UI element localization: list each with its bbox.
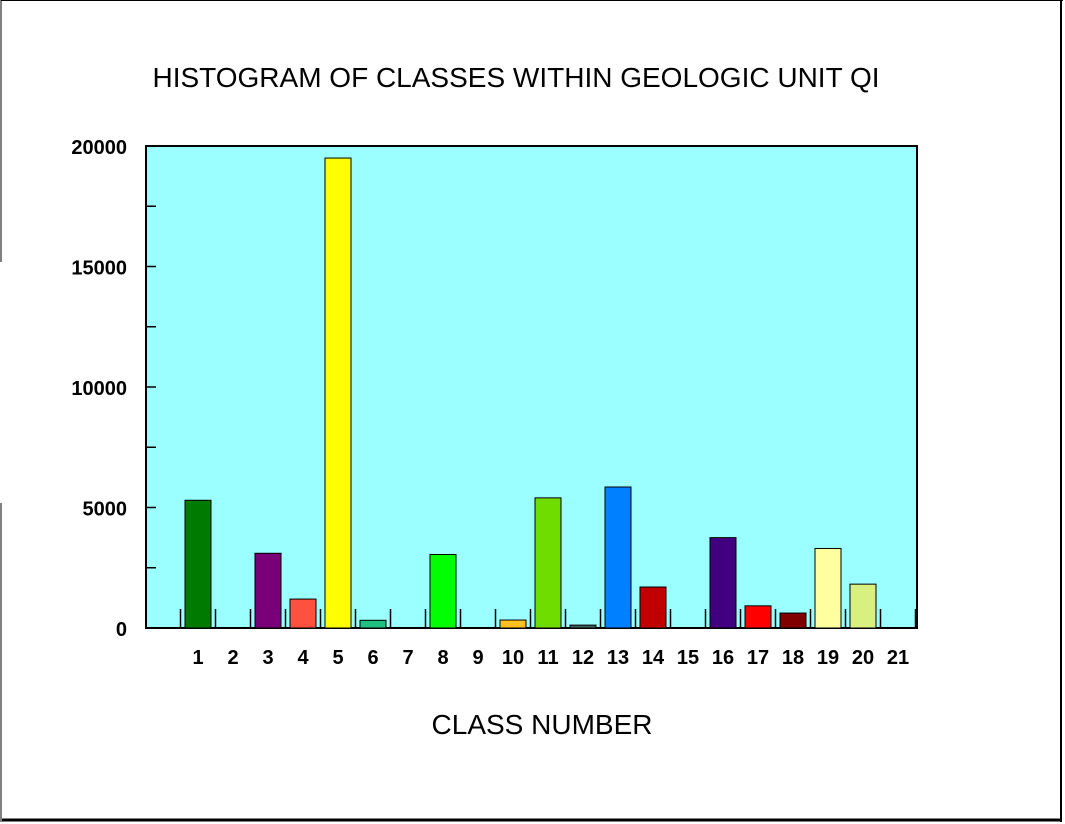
x-tick-label: 17 (747, 647, 769, 669)
x-tick-label: 1 (192, 647, 203, 669)
bar-class-4 (289, 598, 317, 629)
x-tick-label: 16 (712, 647, 734, 669)
y-tick-label: 15000 (71, 258, 127, 280)
x-tick-label: 8 (437, 647, 448, 669)
x-tick-label: 4 (297, 647, 309, 669)
plot-area (145, 145, 918, 629)
bar-class-6 (359, 619, 387, 629)
x-tick-label: 19 (817, 647, 839, 669)
bar-class-19 (814, 547, 842, 629)
x-tick-label: 18 (782, 647, 804, 669)
x-tick-label: 10 (502, 647, 524, 669)
bar-class-8 (429, 553, 457, 629)
x-tick-label: 12 (572, 647, 594, 669)
bar-class-10 (499, 619, 527, 629)
x-tick-label: 21 (887, 647, 909, 669)
x-tick-label: 13 (607, 647, 629, 669)
bar-class-11 (534, 497, 562, 629)
x-tick-label: 20 (852, 647, 874, 669)
bar-class-5 (324, 157, 352, 629)
bar-class-14 (639, 586, 667, 629)
y-tick-label: 10000 (71, 378, 127, 400)
bar-class-16 (709, 537, 737, 629)
y-tick-label: 5000 (83, 499, 128, 521)
y-tick-label: 0 (116, 619, 127, 641)
y-tick-label: 20000 (71, 137, 127, 159)
bar-class-12 (569, 624, 597, 629)
bar-class-20 (849, 583, 877, 629)
x-tick-label: 14 (642, 647, 665, 669)
x-tick-label: 3 (262, 647, 273, 669)
x-tick-label: 15 (677, 647, 699, 669)
bars (184, 157, 877, 629)
x-tick-label: 7 (402, 647, 413, 669)
x-tick-label: 5 (332, 647, 343, 669)
bar-class-17 (744, 605, 772, 629)
bar-class-18 (779, 612, 807, 629)
x-tick-label: 2 (227, 647, 238, 669)
chart-title: HISTOGRAM OF CLASSES WITHIN GEOLOGIC UNI… (152, 62, 879, 93)
bar-class-13 (604, 486, 632, 629)
y-axis: 0 5000 10000 15000 20000 (71, 137, 156, 641)
bar-class-3 (254, 552, 282, 629)
x-axis: 1 2 3 4 5 6 7 8 9 10 11 12 13 14 15 16 17 18 19 20 21 (179, 609, 917, 669)
x-axis-label: CLASS NUMBER (432, 709, 653, 740)
x-tick-label: 6 (367, 647, 378, 669)
x-tick-label: 11 (537, 647, 558, 669)
x-tick-label: 9 (472, 647, 483, 669)
bar-class-1 (184, 499, 212, 629)
